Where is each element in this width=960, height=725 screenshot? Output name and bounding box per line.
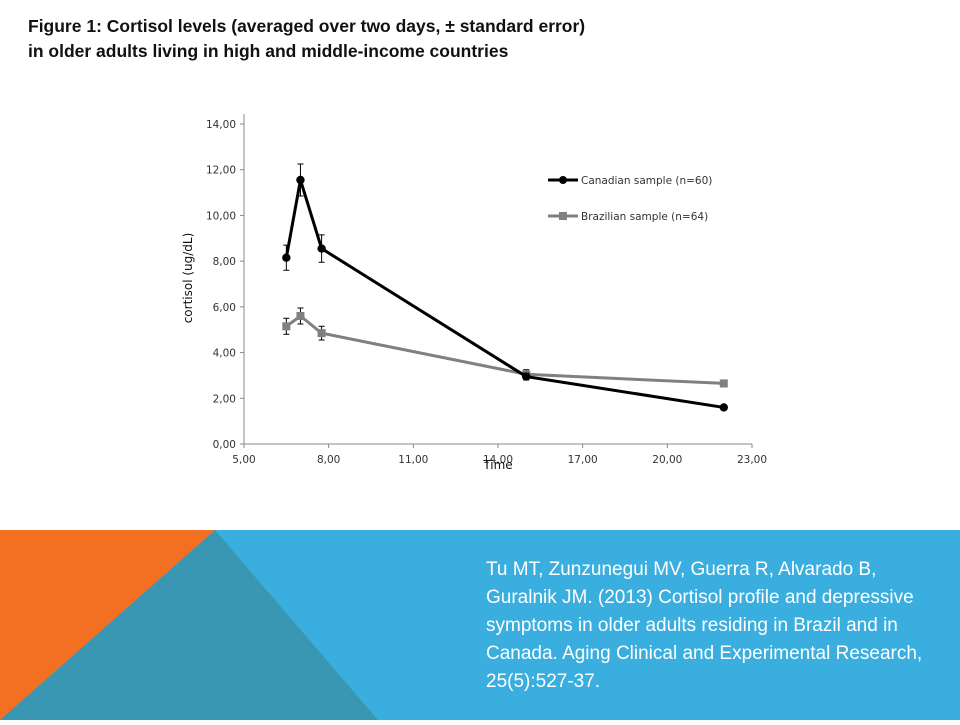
chart-axes: 0,00 2,00 4,00 6,00 8,00 10,00 12,00 14,00 5,00 8…	[206, 114, 767, 466]
figure-title-line-2: in older adults living in high and middl…	[28, 41, 509, 61]
chart-legend: Canadian sample (n=60) Brazilian sample (…	[548, 175, 712, 223]
y-tick-label: 8,00	[213, 256, 236, 268]
legend-marker	[559, 176, 567, 184]
y-axis-title: cortisol (ug/dL)	[181, 233, 195, 324]
data-point	[282, 322, 291, 331]
figure-title: Figure 1: Cortisol levels (averaged over…	[28, 14, 928, 64]
legend-marker	[559, 212, 567, 220]
data-point	[719, 403, 728, 412]
x-tick-label: 11,00	[398, 454, 428, 466]
y-tick-label: 12,00	[206, 165, 236, 177]
figure-title-line-1: Figure 1: Cortisol levels (averaged over…	[28, 16, 586, 36]
footer-panel	[0, 530, 960, 720]
x-tick-label: 20,00	[652, 454, 682, 466]
data-point	[282, 253, 291, 262]
series-line	[285, 314, 724, 385]
data-point	[522, 372, 531, 381]
data-point	[719, 379, 728, 388]
data-point	[317, 244, 326, 253]
chart-series	[282, 163, 728, 412]
x-tick-label: 17,00	[568, 454, 598, 466]
y-tick-label: 14,00	[206, 119, 236, 131]
legend-label: Canadian sample (n=60)	[581, 175, 712, 187]
cortisol-line-chart: 0,00 2,00 4,00 6,00 8,00 10,00 12,00 14,00 5,00 8…	[181, 114, 767, 472]
x-tick-label: 14,00	[483, 454, 513, 466]
footer-decoration	[0, 530, 960, 720]
y-tick-label: 2,00	[213, 393, 236, 405]
y-tick-label: 10,00	[206, 210, 236, 222]
x-tick-label: 5,00	[232, 454, 255, 466]
x-tick-label: 23,00	[737, 454, 767, 466]
y-tick-label: 6,00	[213, 302, 236, 314]
footer-teal-triangle	[0, 530, 378, 720]
data-point	[296, 175, 305, 185]
y-tick-label: 4,00	[213, 348, 236, 360]
y-tick-label: 0,00	[213, 439, 236, 451]
data-point	[317, 329, 326, 338]
citation-text: Tu MT, Zunzunegui MV, Guerra R, Alvarado…	[486, 559, 923, 692]
series-brazilian	[282, 307, 728, 388]
data-point	[296, 312, 305, 320]
legend-label: Brazilian sample (n=64)	[581, 211, 708, 223]
footer-orange-triangle	[0, 530, 215, 720]
x-tick-label: 8,00	[317, 454, 340, 466]
series-canadian	[282, 163, 728, 412]
x-axis-title: Time	[482, 458, 512, 472]
